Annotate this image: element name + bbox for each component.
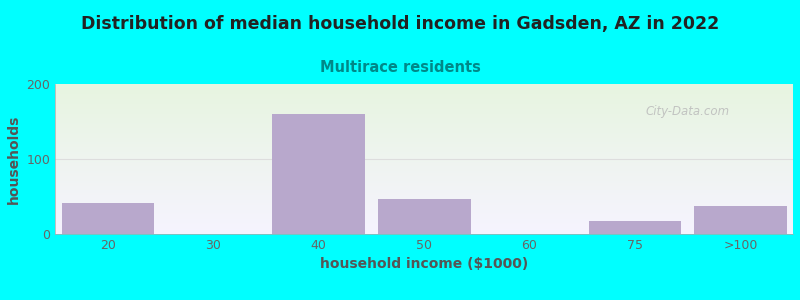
Bar	[378, 199, 470, 234]
Bar	[589, 221, 682, 234]
Y-axis label: households: households	[7, 114, 21, 204]
Text: Distribution of median household income in Gadsden, AZ in 2022: Distribution of median household income …	[81, 15, 719, 33]
Bar	[272, 114, 365, 234]
Text: City-Data.com: City-Data.com	[646, 104, 730, 118]
Bar	[62, 202, 154, 234]
X-axis label: household income ($1000): household income ($1000)	[320, 257, 528, 272]
Text: Multirace residents: Multirace residents	[319, 60, 481, 75]
Bar	[694, 206, 786, 234]
